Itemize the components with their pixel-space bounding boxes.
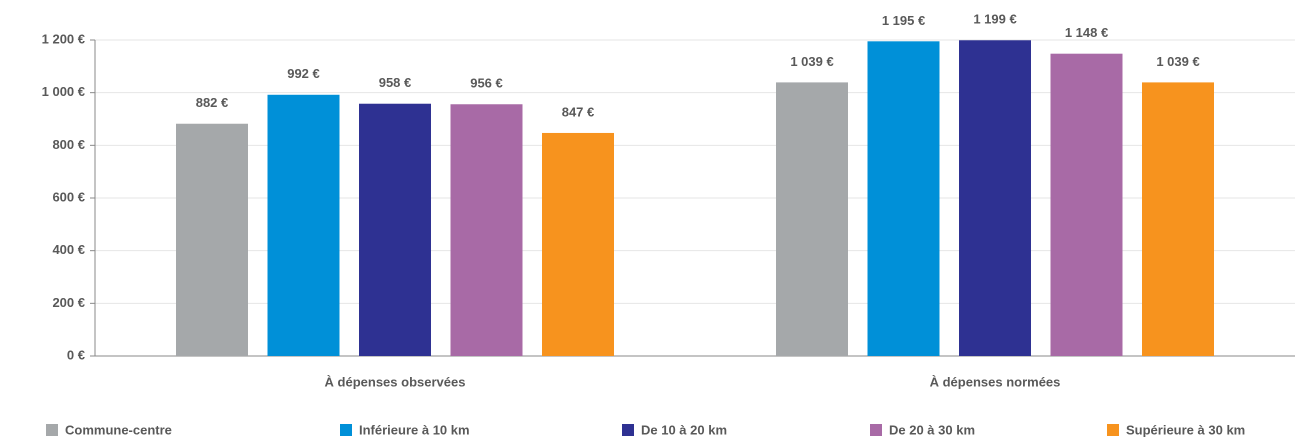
value-label: 958 € [379, 75, 412, 90]
y-tick-label: 200 € [52, 295, 85, 310]
bar [1050, 53, 1123, 357]
bar [776, 82, 848, 356]
value-label: 1 199 € [973, 12, 1016, 27]
x-tick-label: À dépenses normées [930, 374, 1061, 389]
bar [867, 41, 940, 357]
y-tick-label: 600 € [52, 189, 85, 204]
legend-label: De 20 à 30 km [889, 422, 975, 437]
bar [1142, 82, 1214, 356]
legend-label: Inférieure à 10 km [359, 422, 470, 437]
legend-swatch [46, 424, 58, 436]
value-label: 882 € [196, 95, 229, 110]
bar [542, 132, 614, 356]
y-tick-label: 1 200 € [42, 31, 85, 46]
legend-swatch [1107, 424, 1119, 436]
legend-swatch [870, 424, 882, 436]
value-label: 1 195 € [882, 13, 925, 28]
value-label: 956 € [470, 76, 503, 91]
legend-label: Commune-centre [65, 422, 172, 437]
y-tick-label: 1 000 € [42, 84, 85, 99]
y-tick-label: 0 € [67, 347, 85, 362]
value-label: 1 148 € [1065, 25, 1108, 40]
y-tick-label: 400 € [52, 242, 85, 257]
value-label: 1 039 € [1156, 54, 1199, 69]
value-label: 847 € [562, 104, 595, 119]
bar [359, 103, 431, 356]
legend-swatch [622, 424, 634, 436]
x-tick-label: À dépenses observées [325, 374, 466, 389]
legend-label: Supérieure à 30 km [1126, 422, 1245, 437]
bar [267, 94, 340, 357]
bar [959, 40, 1031, 356]
bar [450, 104, 523, 357]
value-label: 1 039 € [790, 54, 833, 69]
value-label: 992 € [287, 66, 320, 81]
legend-swatch [340, 424, 352, 436]
y-tick-label: 800 € [52, 137, 85, 152]
legend-label: De 10 à 20 km [641, 422, 727, 437]
bar [176, 123, 248, 357]
